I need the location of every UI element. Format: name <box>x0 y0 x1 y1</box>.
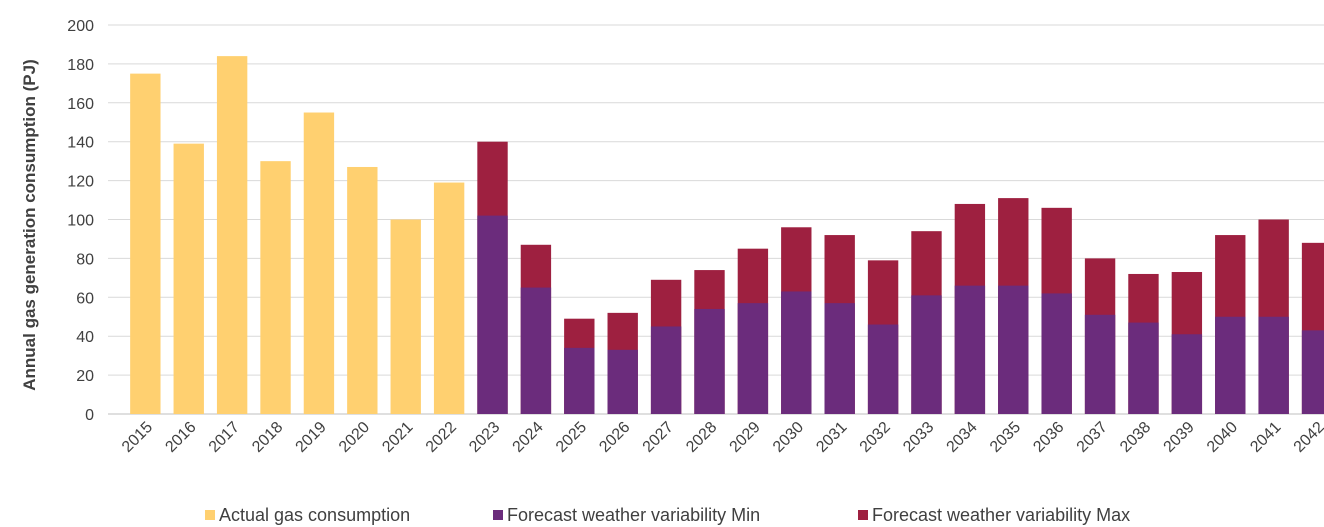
x-tick-label: 2035 <box>987 419 1024 456</box>
x-tick-label: 2021 <box>379 419 416 456</box>
bar-forecast-min-2026 <box>608 350 638 414</box>
bar-forecast-min-2030 <box>781 291 811 414</box>
x-tick-label: 2017 <box>206 419 243 456</box>
legend-label: Forecast weather variability Min <box>507 505 760 525</box>
x-tick-label: 2042 <box>1291 419 1324 456</box>
bar-actual-2017 <box>217 56 247 414</box>
bar-forecast-min-2025 <box>564 348 594 414</box>
x-tick-label: 2032 <box>857 419 894 456</box>
bar-forecast-min-2031 <box>825 303 855 414</box>
y-tick-label: 180 <box>67 57 94 74</box>
bar-forecast-min-2024 <box>521 288 551 414</box>
legend-label: Actual gas consumption <box>219 505 410 525</box>
bars <box>130 56 1324 414</box>
bar-forecast-min-2040 <box>1215 317 1245 414</box>
y-tick-label: 80 <box>76 251 94 268</box>
y-axis-label: Annual gas generation consumption (PJ) <box>20 59 39 391</box>
y-axis-ticks: 0 20 40 60 80 100 120 140 160 180 200 <box>67 18 94 424</box>
bar-forecast-min-2036 <box>1041 293 1071 414</box>
bar-forecast-min-2041 <box>1258 317 1288 414</box>
bar-forecast-min-2023 <box>477 216 507 414</box>
bar-actual-2018 <box>260 161 290 414</box>
bar-forecast-min-2029 <box>738 303 768 414</box>
x-tick-label: 2027 <box>640 419 677 456</box>
x-tick-label: 2026 <box>596 419 633 456</box>
bar-actual-2016 <box>174 144 204 414</box>
y-tick-label: 40 <box>76 329 94 346</box>
y-tick-label: 120 <box>67 174 94 191</box>
x-tick-label: 2023 <box>466 419 503 456</box>
bar-actual-2020 <box>347 167 377 414</box>
y-tick-label: 60 <box>76 290 94 307</box>
bar-actual-2021 <box>391 220 421 415</box>
x-tick-label: 2025 <box>553 419 590 456</box>
x-tick-label: 2039 <box>1161 419 1198 456</box>
x-tick-label: 2033 <box>900 419 937 456</box>
bar-actual-2015 <box>130 74 160 414</box>
x-tick-label: 2016 <box>162 419 199 456</box>
x-tick-label: 2024 <box>510 419 547 456</box>
x-tick-label: 2036 <box>1030 419 1067 456</box>
y-tick-label: 0 <box>85 407 94 424</box>
legend: Actual gas consumption Forecast weather v… <box>205 505 1130 525</box>
legend-swatch <box>493 510 503 520</box>
x-tick-label: 2038 <box>1117 419 1154 456</box>
legend-item: Actual gas consumption <box>205 505 410 525</box>
bar-actual-2019 <box>304 113 334 414</box>
x-tick-label: 2041 <box>1247 419 1284 456</box>
y-tick-label: 140 <box>67 135 94 152</box>
legend-item: Forecast weather variability Max <box>858 505 1130 525</box>
bar-forecast-min-2034 <box>955 286 985 414</box>
legend-swatch <box>858 510 868 520</box>
y-tick-label: 200 <box>67 18 94 35</box>
y-tick-label: 160 <box>67 96 94 113</box>
bar-forecast-min-2038 <box>1128 323 1158 414</box>
legend-label: Forecast weather variability Max <box>872 505 1130 525</box>
bar-forecast-min-2042 <box>1302 330 1324 414</box>
x-tick-label: 2015 <box>119 419 156 456</box>
bar-actual-2022 <box>434 183 464 414</box>
x-tick-label: 2028 <box>683 419 720 456</box>
bar-forecast-min-2037 <box>1085 315 1115 414</box>
bar-forecast-min-2039 <box>1172 334 1202 414</box>
x-tick-label: 2040 <box>1204 419 1241 456</box>
x-tick-label: 2031 <box>813 419 850 456</box>
x-tick-label: 2018 <box>249 419 286 456</box>
legend-item: Forecast weather variability Min <box>493 505 760 525</box>
x-tick-label: 2029 <box>727 419 764 456</box>
x-tick-label: 2037 <box>1074 419 1111 456</box>
x-tick-label: 2022 <box>423 419 460 456</box>
bar-forecast-min-2035 <box>998 286 1028 414</box>
legend-swatch <box>205 510 215 520</box>
x-tick-label: 2034 <box>944 419 981 456</box>
x-tick-label: 2019 <box>293 419 330 456</box>
bar-forecast-min-2033 <box>911 295 941 414</box>
x-tick-label: 2030 <box>770 419 807 456</box>
x-axis-ticks: 2015 2016 2017 2018 2019 2020 2021 2022 2023 2024… <box>119 419 1324 456</box>
y-tick-label: 100 <box>67 213 94 230</box>
x-tick-label: 2020 <box>336 419 373 456</box>
y-tick-label: 20 <box>76 368 94 385</box>
bar-forecast-min-2027 <box>651 326 681 414</box>
bar-forecast-min-2032 <box>868 325 898 414</box>
bar-forecast-min-2028 <box>694 309 724 414</box>
